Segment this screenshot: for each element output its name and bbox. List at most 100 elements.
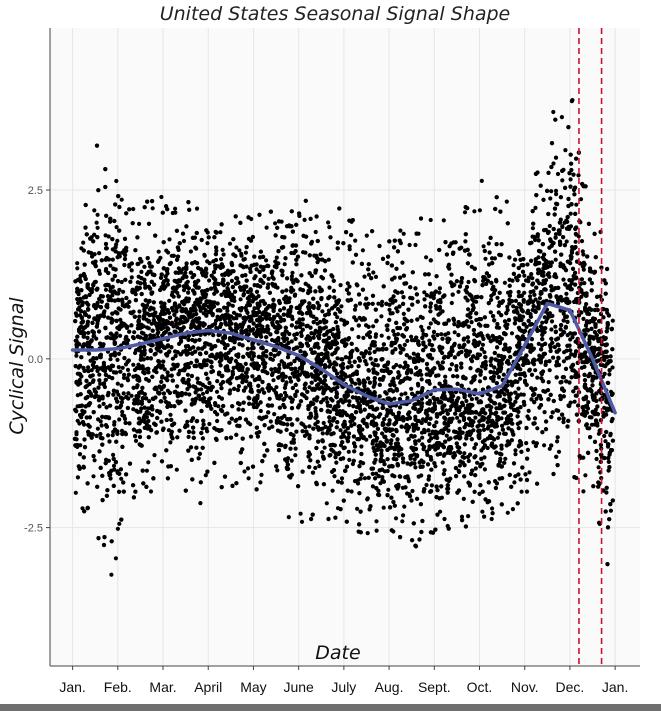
scatter-point — [277, 362, 282, 368]
scatter-point — [138, 409, 143, 414]
scatter-point — [92, 458, 97, 463]
scatter-point — [505, 304, 510, 309]
scatter-point — [583, 473, 588, 478]
scatter-point — [601, 413, 606, 419]
scatter-point — [131, 206, 136, 212]
scatter-point — [98, 381, 103, 386]
scatter-point — [326, 308, 332, 313]
scatter-point — [246, 476, 251, 481]
scatter-point — [366, 272, 372, 277]
scatter-point — [214, 389, 220, 394]
scatter-point — [145, 303, 150, 308]
scatter-point — [243, 361, 248, 366]
scatter-point — [180, 335, 185, 340]
scatter-point — [608, 354, 613, 359]
scatter-point — [554, 192, 559, 197]
scatter-point — [579, 239, 585, 244]
scatter-point — [456, 289, 461, 294]
scatter-point — [194, 206, 200, 211]
scatter-point — [559, 115, 565, 120]
scatter-point — [297, 372, 302, 377]
scatter-point — [302, 217, 307, 222]
scatter-point — [573, 239, 578, 244]
scatter-point — [298, 511, 303, 516]
scatter-point — [152, 453, 157, 458]
scatter-point — [188, 325, 194, 330]
scatter-point — [246, 324, 252, 329]
scatter-point — [464, 398, 469, 404]
scatter-point — [551, 161, 556, 166]
scatter-point — [231, 310, 237, 315]
scatter-point — [416, 474, 421, 479]
scatter-point — [122, 355, 127, 361]
scatter-point — [92, 208, 97, 213]
scatter-point — [356, 334, 361, 340]
scatter-point — [411, 351, 416, 356]
scatter-point — [361, 335, 366, 340]
scatter-point — [378, 481, 383, 486]
scatter-point — [540, 320, 545, 325]
scatter-point — [215, 379, 220, 384]
scatter-point — [540, 329, 545, 334]
scatter-point — [240, 407, 246, 412]
scatter-point — [318, 252, 323, 257]
scatter-point — [403, 391, 408, 396]
scatter-point — [391, 433, 396, 438]
scatter-point — [174, 321, 179, 327]
scatter-point — [479, 178, 484, 183]
scatter-point — [569, 256, 574, 261]
scatter-point — [553, 232, 559, 237]
scatter-point — [127, 264, 132, 269]
scatter-point — [503, 456, 508, 461]
scatter-point — [144, 468, 149, 473]
scatter-point — [389, 528, 394, 533]
scatter-point — [530, 226, 536, 231]
scatter-point — [482, 467, 487, 472]
scatter-point — [146, 460, 151, 465]
scatter-point — [90, 379, 95, 384]
scatter-point — [589, 281, 595, 286]
scatter-point — [488, 393, 493, 398]
scatter-point — [259, 472, 264, 477]
scatter-point — [477, 208, 482, 213]
scatter-point — [413, 242, 418, 248]
scatter-point — [536, 300, 541, 305]
scatter-point — [462, 451, 467, 456]
scatter-point — [429, 343, 435, 348]
scatter-point — [186, 434, 191, 439]
scatter-point — [605, 380, 610, 385]
scatter-point — [129, 393, 134, 398]
scatter-point — [457, 463, 462, 468]
scatter-point — [91, 474, 96, 479]
scatter-point — [496, 310, 501, 315]
scatter-point — [558, 393, 563, 398]
scatter-point — [246, 420, 251, 425]
scatter-point — [364, 233, 369, 238]
scatter-point — [401, 231, 406, 236]
scatter-point — [180, 299, 185, 305]
scatter-point — [208, 342, 213, 347]
scatter-point — [274, 255, 279, 260]
scatter-point — [187, 392, 192, 397]
scatter-point — [422, 297, 427, 302]
scatter-point — [373, 274, 379, 279]
scatter-point — [555, 435, 560, 440]
scatter-point — [419, 324, 424, 329]
scatter-point — [124, 248, 129, 253]
scatter-point — [324, 303, 329, 308]
scatter-point — [534, 396, 539, 401]
scatter-point — [239, 251, 244, 256]
scatter-point — [324, 501, 329, 506]
scatter-point — [215, 301, 220, 306]
scatter-point — [513, 452, 518, 457]
scatter-point — [486, 262, 492, 267]
scatter-point — [607, 372, 612, 377]
scatter-point — [427, 432, 432, 437]
scatter-point — [447, 367, 453, 372]
scatter-point — [580, 249, 585, 254]
scatter-point — [486, 241, 491, 246]
scatter-point — [113, 556, 118, 561]
scatter-point — [466, 339, 471, 344]
scatter-point — [440, 460, 445, 465]
scatter-point — [234, 245, 239, 250]
